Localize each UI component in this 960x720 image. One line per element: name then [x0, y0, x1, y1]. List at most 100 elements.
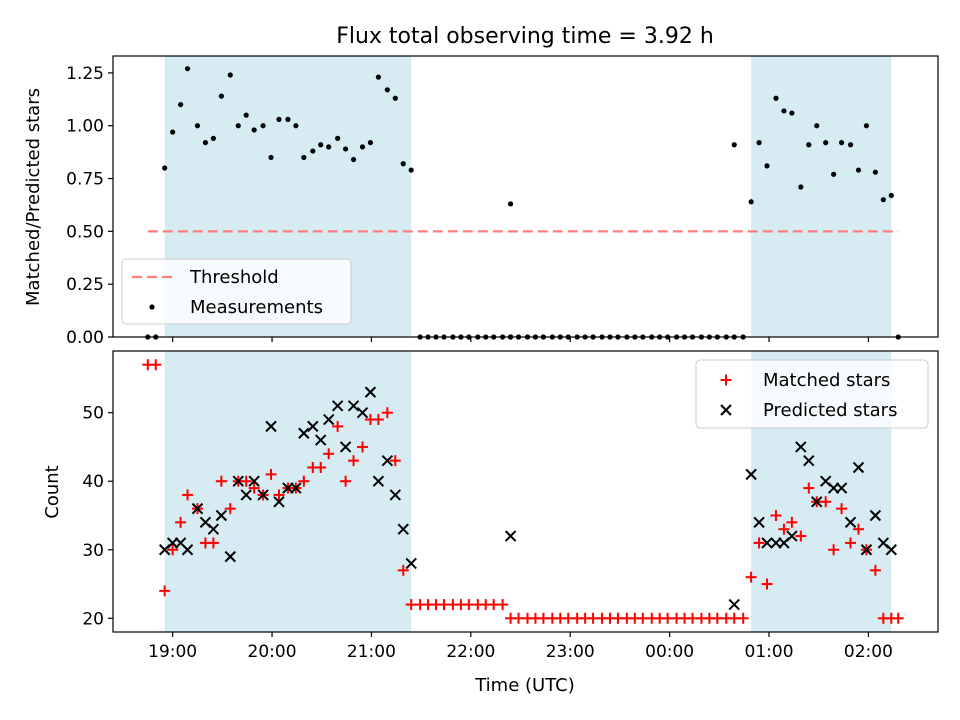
legend-matched-swatch — [720, 374, 732, 386]
data-point-2-29-b — [389, 489, 401, 501]
data-point-1-10 — [218, 93, 224, 99]
data-point-2-19 — [307, 420, 319, 433]
data-point-2-15 — [273, 496, 285, 508]
data-point-2-35-b — [753, 516, 765, 529]
data-point-2-42-b — [811, 496, 823, 508]
x-tick-label: 19:00 — [148, 642, 197, 662]
data-point-2-10-b — [232, 475, 244, 487]
bottom-y-axis-label: Count — [42, 465, 63, 518]
data-point-2-30-b — [397, 523, 409, 535]
data-point-1-18 — [285, 116, 291, 122]
data-point-1-29 — [375, 74, 381, 80]
y-tick-label: 1.00 — [66, 117, 104, 137]
data-point-1-17 — [273, 489, 285, 501]
data-point-2-40-b — [795, 441, 807, 453]
data-point-1-30 — [384, 87, 390, 93]
legend-measurements-swatch — [149, 304, 155, 310]
data-point-2-33-b — [728, 598, 740, 611]
data-point-2-28 — [381, 454, 394, 467]
data-point-2-11 — [240, 489, 252, 501]
data-point-2-20 — [315, 434, 327, 446]
data-point-1-84 — [828, 544, 840, 556]
y-tick-label: 0.50 — [66, 222, 104, 242]
x-tick-label: 21:00 — [347, 642, 396, 662]
data-point-2-12-b — [248, 475, 260, 487]
data-point-1-23 — [326, 144, 332, 150]
data-point-2-24 — [347, 400, 360, 412]
data-point-1-28 — [367, 140, 374, 146]
data-point-2-27-b — [372, 475, 385, 487]
legend-box — [695, 359, 929, 429]
data-point-1-27 — [356, 441, 368, 453]
data-point-2-39-b — [786, 530, 798, 542]
data-point-1-76 — [761, 578, 773, 590]
data-point-2-50-b — [877, 537, 890, 549]
data-point-1-79 — [786, 516, 798, 528]
data-point-2-18 — [298, 427, 310, 439]
data-point-2-13 — [257, 489, 269, 501]
data-point-2-28-b — [381, 454, 394, 467]
data-point-2-14-b — [265, 420, 277, 433]
axes-frame — [112, 55, 939, 338]
data-point-2-47-b — [852, 461, 865, 474]
data-point-1-26 — [348, 455, 360, 467]
data-point-2-3-b — [174, 537, 187, 549]
data-point-1-47 — [507, 201, 514, 207]
data-point-2-29 — [389, 489, 401, 501]
y-tick-label: 30 — [82, 541, 104, 561]
observing-window-2 — [751, 56, 892, 337]
data-point-2-13-b — [257, 489, 269, 501]
data-point-2-32 — [504, 530, 517, 542]
data-point-1-14 — [248, 482, 260, 494]
data-point-1-16 — [268, 154, 274, 161]
data-point-2-20-b — [315, 434, 327, 446]
data-point-1-44 — [497, 599, 509, 611]
y-tick-label: 0.75 — [66, 170, 104, 190]
data-point-2-25 — [356, 406, 369, 419]
data-point-1-74 — [745, 571, 757, 583]
data-point-1-14 — [251, 127, 257, 133]
data-point-1-5 — [177, 101, 184, 108]
y-tick-label: 0.00 — [66, 328, 104, 348]
data-point-1-25 — [340, 475, 352, 487]
x-axis-label: Time (UTC) — [474, 675, 575, 696]
y-tick-label: 0.25 — [66, 275, 104, 295]
data-point-2-36-b — [761, 537, 773, 549]
data-point-2-8 — [215, 509, 228, 522]
data-point-1-22 — [318, 142, 324, 148]
data-point-1-23 — [323, 448, 335, 460]
data-point-1-3 — [162, 165, 168, 171]
data-point-1-29 — [372, 414, 384, 426]
data-point-1-89 — [869, 564, 881, 576]
data-point-2-26-b — [364, 386, 377, 398]
legend: Threshold Measurements — [121, 258, 352, 325]
data-point-1-33 — [408, 167, 414, 173]
y-tick-label: 40 — [82, 472, 104, 492]
data-point-1-13 — [243, 112, 249, 118]
data-point-1-6 — [184, 66, 191, 72]
data-point-2-19-b — [307, 420, 319, 433]
data-point-1-2 — [150, 359, 162, 371]
data-point-1-81 — [781, 108, 787, 114]
data-point-1-24 — [335, 135, 341, 141]
y-tick-label: 20 — [82, 609, 104, 629]
data-point-1-86 — [845, 537, 857, 549]
data-point-1-82 — [789, 110, 795, 116]
data-point-2-47 — [852, 461, 865, 474]
data-point-1-73 — [737, 612, 749, 624]
data-point-2-17-b — [290, 482, 302, 494]
data-point-2-5-b — [191, 502, 204, 515]
x-tick-label: 02:00 — [844, 642, 893, 662]
data-point-2-34 — [745, 468, 757, 481]
data-point-1-10 — [215, 475, 227, 487]
data-point-1-16 — [265, 468, 277, 480]
data-point-1-79 — [764, 163, 770, 169]
data-point-2-43-b — [819, 475, 832, 487]
data-point-1-89 — [847, 142, 854, 148]
data-point-1-19 — [293, 123, 299, 129]
legend-measurements-label: Measurements — [190, 297, 323, 318]
data-point-2-39 — [786, 530, 798, 542]
data-point-2-51-b — [885, 544, 897, 556]
data-point-1-4 — [167, 544, 179, 556]
y-tick-label: 50 — [82, 404, 104, 424]
